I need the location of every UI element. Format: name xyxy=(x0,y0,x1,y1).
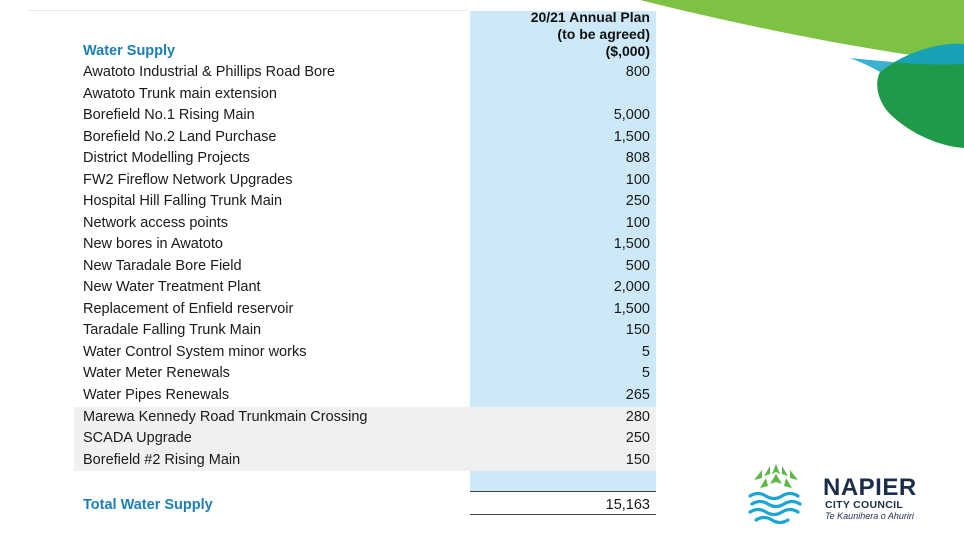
row-label: Water Pipes Renewals xyxy=(83,386,230,403)
blue-swoosh xyxy=(850,43,964,72)
row-value: 100 xyxy=(625,214,650,231)
row-value: 250 xyxy=(625,193,650,209)
table-row: District Modelling Projects 808 xyxy=(83,148,650,170)
table-row: Taradale Falling Trunk Main 150 xyxy=(83,320,650,342)
row-value: 150 xyxy=(625,451,650,468)
row-value: 500 xyxy=(625,257,650,274)
total-top-rule xyxy=(470,491,656,492)
table-row: Network access points 100 xyxy=(83,213,650,235)
row-label: Network access points xyxy=(83,214,229,231)
row-label: Borefield No.1 Rising Main xyxy=(83,107,255,123)
table-row: SCADA Upgrade 250 xyxy=(83,428,650,450)
row-label: Awatoto Trunk main extension xyxy=(83,85,277,102)
row-value: 2,000 xyxy=(613,279,650,295)
table-row: Borefield No.2 Land Purchase 1,500 xyxy=(83,127,650,149)
row-label: Marewa Kennedy Road Trunkmain Crossing xyxy=(83,408,368,425)
table-row: Borefield No.1 Rising Main 5,000 xyxy=(83,105,650,127)
row-value: 265 xyxy=(625,386,650,403)
corner-decoration xyxy=(640,0,964,148)
row-label: Awatoto Industrial & Phillips Road Bore xyxy=(83,64,336,80)
row-label: Water Meter Renewals xyxy=(83,365,230,381)
total-value: 15,163 xyxy=(605,497,650,513)
top-rule xyxy=(28,10,468,11)
table-row: Hospital Hill Falling Trunk Main 250 xyxy=(83,191,650,213)
row-label: District Modelling Projects xyxy=(83,150,250,166)
row-label: New Water Treatment Plant xyxy=(83,279,261,295)
logo-tagline: Te Kaunihera o Ahuriri xyxy=(825,511,914,521)
dark-green-swoosh xyxy=(877,43,964,148)
row-value: 808 xyxy=(625,150,650,166)
section-title: Water Supply xyxy=(83,43,176,59)
row-label: Hospital Hill Falling Trunk Main xyxy=(83,193,283,209)
table-row: Replacement of Enfield reservoir 1,500 xyxy=(83,299,650,321)
row-label: Replacement of Enfield reservoir xyxy=(83,300,294,317)
row-label: New bores in Awatoto xyxy=(83,236,223,252)
row-value: 280 xyxy=(625,408,650,425)
row-label: Borefield No.2 Land Purchase xyxy=(83,128,277,145)
grey-rows-background xyxy=(74,407,656,471)
row-label: FW2 Fireflow Network Upgrades xyxy=(83,171,293,188)
row-value: 5 xyxy=(641,343,650,360)
table-row: Water Pipes Renewals 265 xyxy=(83,385,650,407)
header-line-1: 20/21 Annual Plan xyxy=(530,9,650,25)
logo-subtitle: CITY COUNCIL xyxy=(825,499,904,511)
row-label: Water Control System minor works xyxy=(83,343,307,360)
total-bottom-rule xyxy=(470,514,656,515)
row-value: 250 xyxy=(625,430,650,446)
table-row: FW2 Fireflow Network Upgrades 100 xyxy=(83,170,650,192)
table-row: Marewa Kennedy Road Trunkmain Crossing 28… xyxy=(83,407,650,429)
row-value: 100 xyxy=(625,171,650,188)
header-line-2: (to be agreed) xyxy=(557,26,650,42)
table-row: New bores in Awatoto 1,500 xyxy=(83,234,650,256)
row-value: 1,500 xyxy=(613,128,650,145)
total-label: Total Water Supply xyxy=(83,497,213,513)
row-value: 1,500 xyxy=(613,236,650,252)
row-label: Borefield #2 Rising Main xyxy=(83,451,241,468)
table-row: Awatoto Industrial & Phillips Road Bore 8… xyxy=(83,62,650,84)
row-value: 1,500 xyxy=(613,300,650,317)
table-row: Borefield #2 Rising Main 150 xyxy=(83,450,650,472)
table-row: Awatoto Trunk main extension xyxy=(83,84,650,106)
row-label: New Taradale Bore Field xyxy=(83,257,242,274)
row-label: Taradale Falling Trunk Main xyxy=(83,322,262,338)
column-header: 20/21 Annual Plan (to be agreed) ($,000) xyxy=(470,9,650,60)
table-row: New Taradale Bore Field 500 xyxy=(83,256,650,278)
row-value: 150 xyxy=(625,322,650,338)
row-value: 5,000 xyxy=(613,107,650,123)
header-line-3: ($,000) xyxy=(605,43,650,59)
logo-name: NAPIER xyxy=(823,474,917,501)
napier-logo-icon xyxy=(748,464,802,525)
table-row: Water Meter Renewals 5 xyxy=(83,363,650,385)
light-green-swoosh xyxy=(640,0,964,62)
table-row: Water Control System minor works 5 xyxy=(83,342,650,364)
table-row: New Water Treatment Plant 2,000 xyxy=(83,277,650,299)
row-value: 5 xyxy=(641,365,650,381)
row-value: 800 xyxy=(625,64,650,80)
row-label: SCADA Upgrade xyxy=(83,430,192,446)
